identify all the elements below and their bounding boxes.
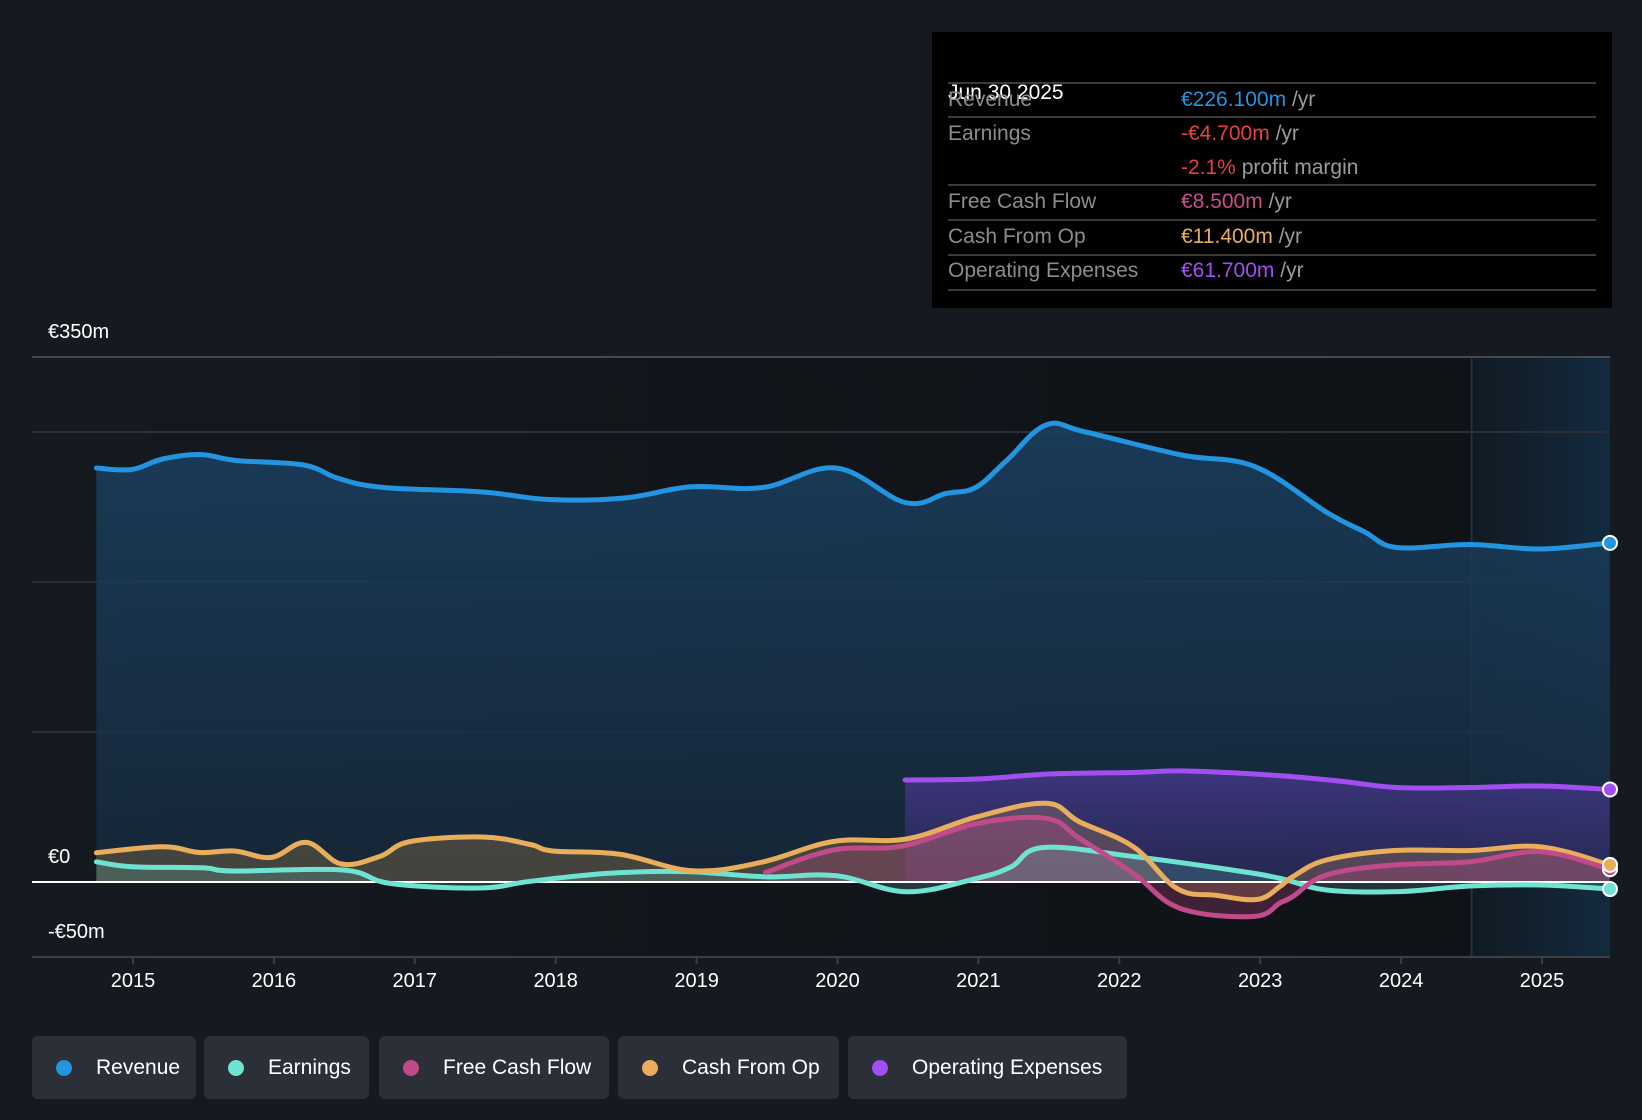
legend-item-free-cash-flow[interactable]: Free Cash Flow — [379, 1036, 609, 1099]
tooltip-value: €226.100m — [1181, 88, 1287, 111]
tooltip-unit: /yr — [1291, 88, 1316, 111]
x-axis-label: 2022 — [1097, 970, 1142, 992]
series-endpoints — [1602, 534, 1618, 898]
tooltip-unit: profit margin — [1241, 156, 1359, 179]
cash-from-op-area — [96, 803, 1610, 900]
tooltip-value: -2.1% — [1181, 156, 1236, 179]
legend-item-revenue[interactable]: Revenue — [32, 1036, 196, 1099]
tooltip-label: Free Cash Flow — [948, 190, 1097, 213]
free-cash-flow-line — [763, 814, 1610, 920]
x-axis-label: 2024 — [1378, 970, 1424, 992]
revenue-endpoint[interactable] — [1602, 534, 1618, 551]
x-axis-label: 2023 — [1237, 970, 1283, 992]
tooltip: Jun 30 2025 Revenue €226.100m /yr Earnin… — [932, 32, 1612, 308]
x-axis-label: 2021 — [956, 970, 1001, 992]
tooltip-label: Earnings — [948, 122, 1031, 145]
legend-label: Free Cash Flow — [443, 1055, 592, 1079]
tooltip-value: €11.400m — [1181, 225, 1273, 248]
cash-from-op-dot-icon — [642, 1059, 658, 1076]
tooltip-value: -€4.700m — [1181, 122, 1270, 145]
series-areas — [96, 423, 1610, 917]
y-axis-label: €350m — [48, 321, 110, 343]
x-axis-label: 2018 — [533, 970, 578, 992]
x-axis-label: 2020 — [815, 970, 860, 992]
tooltip-divider — [948, 219, 1596, 221]
tooltip-date: Jun 30 2025 — [948, 81, 1064, 104]
x-axis-label: 2015 — [110, 970, 156, 992]
tooltip-label: Operating Expenses — [948, 259, 1139, 282]
x-axis-ticks — [132, 956, 1543, 964]
series-lines — [93, 420, 1610, 920]
tooltip-value: €8.500m — [1181, 190, 1263, 213]
free-cash-flow-area — [765, 817, 1610, 917]
tooltip-divider — [948, 289, 1596, 291]
legend-label: Cash From Op — [682, 1055, 820, 1079]
x-axis-label: 2016 — [251, 970, 297, 992]
tooltip-divider — [948, 184, 1596, 186]
operating-expenses-area — [905, 770, 1610, 882]
legend-item-earnings[interactable]: Earnings — [204, 1036, 369, 1099]
operating-expenses-dot-icon — [872, 1059, 888, 1076]
legend-label: Earnings — [268, 1055, 351, 1079]
revenue-area — [96, 423, 1610, 882]
x-axis-label: 2025 — [1519, 970, 1565, 992]
tooltip-label: Revenue — [948, 88, 1033, 111]
tooltip-unit: /yr — [1278, 225, 1303, 248]
operating-expenses-endpoint[interactable] — [1602, 781, 1618, 798]
tooltip-unit: /yr — [1275, 122, 1299, 145]
revenue-line — [93, 420, 1610, 552]
legend-item-operating-expenses[interactable]: Operating Expenses — [848, 1036, 1127, 1099]
legend-label: Revenue — [96, 1055, 181, 1079]
earnings-line — [93, 844, 1610, 895]
x-axis-label: 2017 — [392, 970, 438, 992]
x-axis-label: 2019 — [674, 970, 719, 992]
operating-expenses-line — [902, 768, 1610, 792]
tooltip-divider — [948, 82, 1596, 84]
tooltip-unit: /yr — [1280, 259, 1304, 282]
cash-from-op-line — [93, 800, 1610, 903]
earnings-endpoint[interactable] — [1602, 881, 1618, 898]
cash-from-op-endpoint[interactable] — [1602, 856, 1618, 873]
y-axis-label: -€50m — [48, 921, 105, 943]
earnings-dot-icon — [228, 1059, 244, 1076]
earnings-area — [96, 847, 1610, 893]
tooltip-label: Cash From Op — [948, 225, 1086, 248]
y-axis-label: €0 — [48, 846, 71, 868]
tooltip-unit: /yr — [1268, 190, 1292, 213]
tooltip-divider — [948, 254, 1596, 256]
legend-item-cash-from-op[interactable]: Cash From Op — [618, 1036, 839, 1099]
tooltip-value: €61.700m — [1181, 259, 1275, 282]
tooltip-divider — [948, 116, 1596, 118]
revenue-dot-icon — [56, 1059, 72, 1076]
free-cash-flow-dot-icon — [403, 1059, 419, 1076]
legend-label: Operating Expenses — [912, 1055, 1103, 1079]
